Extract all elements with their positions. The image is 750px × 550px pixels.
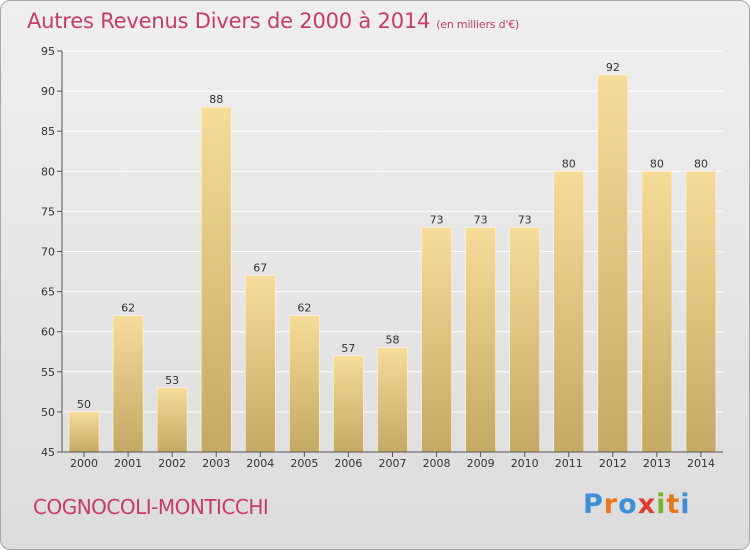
data-label: 88 bbox=[209, 93, 223, 106]
x-tick-label: 2006 bbox=[334, 457, 362, 470]
chart-subtitle: (en milliers d'€) bbox=[436, 18, 520, 31]
data-label: 57 bbox=[341, 342, 355, 355]
y-tick-label: 80 bbox=[41, 165, 55, 178]
bar bbox=[641, 171, 673, 453]
data-label: 73 bbox=[474, 213, 488, 226]
data-label: 67 bbox=[253, 262, 267, 275]
y-tick-label: 90 bbox=[41, 85, 55, 98]
axes bbox=[57, 50, 723, 457]
y-tick-label: 65 bbox=[41, 286, 55, 299]
x-tick-label: 2008 bbox=[423, 457, 451, 470]
commune-name: COGNOCOLI-MONTICCHI bbox=[33, 495, 269, 519]
bar bbox=[289, 315, 320, 453]
logo-letter: o bbox=[618, 489, 638, 520]
bar bbox=[377, 347, 408, 453]
bar bbox=[156, 387, 188, 453]
logo-letter: i bbox=[656, 489, 667, 520]
data-label: 73 bbox=[430, 213, 444, 226]
x-tick-label: 2002 bbox=[158, 457, 186, 470]
bar bbox=[421, 227, 452, 453]
y-tick-label: 55 bbox=[41, 366, 55, 379]
logo-letter: P bbox=[583, 489, 604, 520]
x-tick-label: 2014 bbox=[687, 457, 715, 470]
bar bbox=[465, 227, 496, 453]
bar bbox=[112, 315, 144, 453]
data-label: 53 bbox=[165, 374, 179, 387]
bar bbox=[553, 171, 585, 453]
data-label: 73 bbox=[518, 213, 532, 226]
data-label: 58 bbox=[386, 334, 400, 347]
y-tick-label: 60 bbox=[41, 326, 55, 339]
x-tick-label: 2005 bbox=[290, 457, 318, 470]
x-tick-label: 2007 bbox=[379, 457, 407, 470]
x-tick-label: 2003 bbox=[202, 457, 230, 470]
data-label: 92 bbox=[606, 61, 620, 74]
bar bbox=[597, 74, 629, 453]
x-tick-label: 2012 bbox=[599, 457, 627, 470]
logo-letter: t bbox=[666, 489, 681, 520]
bar bbox=[68, 411, 100, 453]
x-tick-label: 2000 bbox=[70, 457, 98, 470]
data-label: 50 bbox=[77, 398, 91, 411]
proxiti-logo: Proxiti bbox=[583, 489, 691, 520]
x-tick-label: 2013 bbox=[643, 457, 671, 470]
y-tick-label: 70 bbox=[41, 246, 55, 259]
y-tick-label: 45 bbox=[41, 446, 55, 459]
y-tick-label: 75 bbox=[41, 205, 55, 218]
y-tick-label: 85 bbox=[41, 125, 55, 138]
data-label: 80 bbox=[562, 157, 576, 170]
title-text: Autres Revenus Divers de 2000 à 2014 bbox=[27, 9, 431, 33]
data-label: 62 bbox=[297, 302, 311, 315]
bar bbox=[509, 227, 541, 453]
logo-letter: r bbox=[603, 489, 619, 520]
bars bbox=[68, 74, 717, 453]
data-label: 80 bbox=[694, 157, 708, 170]
bar bbox=[200, 106, 232, 453]
logo-letter: x bbox=[637, 489, 657, 520]
data-label: 62 bbox=[121, 302, 135, 315]
bar bbox=[333, 355, 364, 453]
bar bbox=[685, 171, 717, 453]
chart-title: Autres Revenus Divers de 2000 à 2014 (en … bbox=[27, 9, 519, 33]
x-tick-label: 2004 bbox=[246, 457, 274, 470]
y-tick-label: 95 bbox=[41, 45, 55, 58]
x-tick-label: 2001 bbox=[114, 457, 142, 470]
bar bbox=[245, 275, 276, 453]
data-label: 80 bbox=[650, 157, 664, 170]
labels: 45 50 55 60 65 70 75 80 85 90 95 50 2000 62 2001 53 2002… bbox=[41, 45, 715, 470]
x-tick-label: 2009 bbox=[467, 457, 495, 470]
x-tick-label: 2010 bbox=[511, 457, 539, 470]
y-tick-label: 50 bbox=[41, 406, 55, 419]
logo-letter: i bbox=[680, 489, 691, 520]
x-tick-label: 2011 bbox=[555, 457, 583, 470]
